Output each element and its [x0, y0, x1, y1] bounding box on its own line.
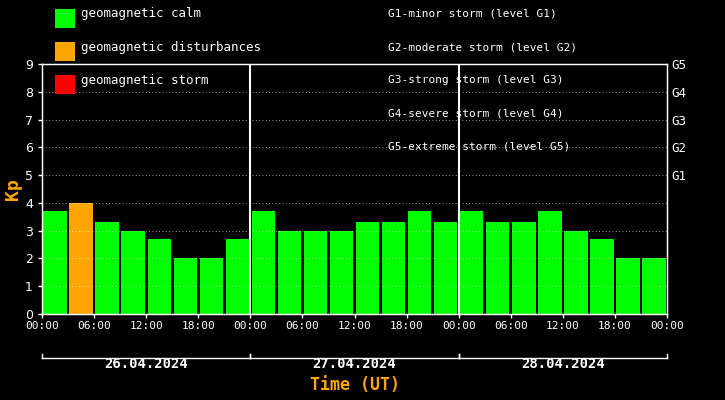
Bar: [486, 222, 510, 314]
Bar: [512, 222, 536, 314]
Text: geomagnetic storm: geomagnetic storm: [81, 74, 209, 87]
Bar: [564, 231, 587, 314]
Bar: [616, 258, 639, 314]
Bar: [356, 222, 379, 314]
Bar: [122, 231, 145, 314]
Bar: [278, 231, 301, 314]
Text: G2-moderate storm (level G2): G2-moderate storm (level G2): [388, 42, 577, 52]
Bar: [173, 258, 197, 314]
Bar: [252, 211, 275, 314]
Bar: [330, 231, 353, 314]
Bar: [70, 203, 93, 314]
Bar: [434, 222, 457, 314]
Text: 28.04.2024: 28.04.2024: [521, 357, 605, 371]
Y-axis label: Kp: Kp: [4, 178, 22, 200]
Bar: [460, 211, 484, 314]
Bar: [382, 222, 405, 314]
Text: 27.04.2024: 27.04.2024: [312, 357, 397, 371]
Text: 26.04.2024: 26.04.2024: [104, 357, 188, 371]
Bar: [538, 211, 562, 314]
Bar: [408, 211, 431, 314]
Bar: [44, 211, 67, 314]
Text: G4-severe storm (level G4): G4-severe storm (level G4): [388, 109, 563, 119]
Bar: [590, 239, 613, 314]
Bar: [147, 239, 171, 314]
Text: geomagnetic calm: geomagnetic calm: [81, 8, 202, 20]
Bar: [199, 258, 223, 314]
Text: G3-strong storm (level G3): G3-strong storm (level G3): [388, 76, 563, 86]
Bar: [96, 222, 119, 314]
Bar: [225, 239, 249, 314]
Bar: [304, 231, 327, 314]
Text: Time (UT): Time (UT): [310, 376, 400, 394]
Text: G5-extreme storm (level G5): G5-extreme storm (level G5): [388, 142, 570, 152]
Bar: [642, 258, 666, 314]
Text: G1-minor storm (level G1): G1-minor storm (level G1): [388, 9, 557, 19]
Text: geomagnetic disturbances: geomagnetic disturbances: [81, 41, 261, 54]
